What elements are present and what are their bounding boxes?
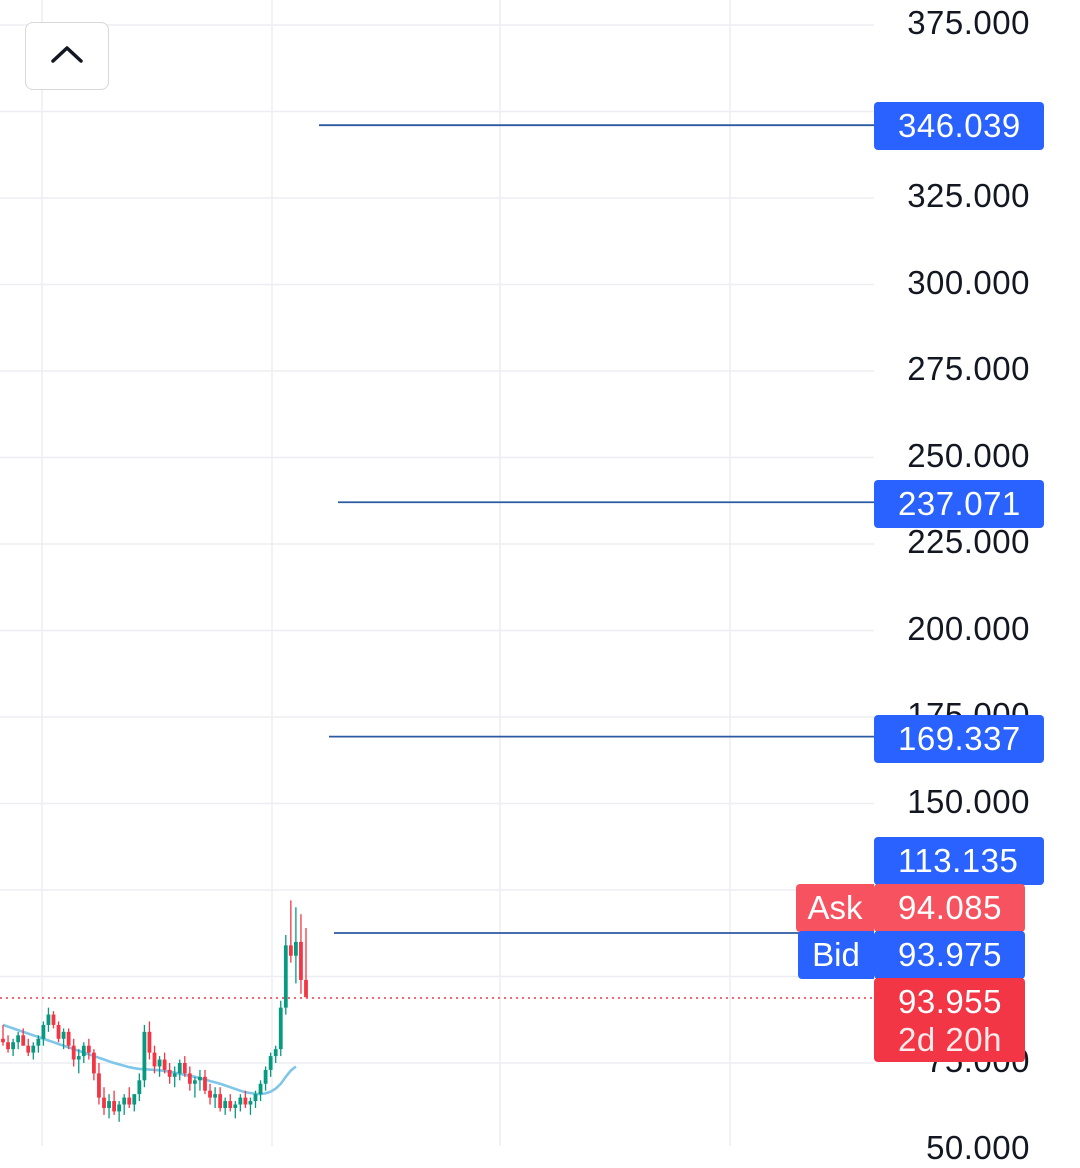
candle-body: [193, 1080, 197, 1084]
candle-body: [117, 1104, 122, 1112]
candle-body: [31, 1045, 36, 1053]
candle-body: [147, 1031, 152, 1053]
collapse-button[interactable]: [25, 22, 109, 90]
candle-body: [268, 1056, 273, 1070]
price-axis-tick: 375.000: [907, 4, 1030, 41]
chart-grid: [0, 0, 874, 1146]
candle-body: [243, 1097, 248, 1105]
bar-countdown: 2d 20h: [898, 1021, 1002, 1058]
candle-body: [51, 1014, 56, 1025]
candle-body: [61, 1031, 66, 1039]
candle-body: [107, 1101, 111, 1108]
candle-body: [102, 1097, 106, 1108]
candle-body: [283, 945, 288, 1008]
candle-body: [223, 1101, 228, 1108]
candle-body: [288, 945, 293, 956]
candle-body: [122, 1097, 127, 1105]
candle-body: [172, 1073, 177, 1077]
price-axis-tick: 150.000: [907, 782, 1030, 820]
moving-average-line: [2, 1023, 297, 1096]
candle-body: [11, 1042, 15, 1050]
price-line-tag: 113.135: [874, 837, 1044, 885]
candle-body: [157, 1059, 162, 1067]
candle-body: [213, 1094, 217, 1098]
candle-body: [26, 1045, 31, 1053]
candle-body: [112, 1101, 116, 1112]
candle-body: [253, 1094, 258, 1102]
candle-body: [233, 1104, 238, 1108]
candle-body: [142, 1031, 147, 1081]
candle-body: [238, 1097, 243, 1105]
candle-body: [6, 1042, 10, 1050]
price-axis-tick: 325.000: [907, 177, 1030, 214]
price-axis-tick: 225.000: [907, 523, 1030, 560]
price-line-tag: 169.337: [874, 715, 1044, 763]
candle-body: [66, 1031, 71, 1046]
price-line-tag: 237.071: [874, 480, 1044, 528]
bid-label: Bid: [798, 931, 874, 979]
candles-layer: [1, 900, 308, 1122]
candle-body: [81, 1045, 86, 1057]
price-axis-tick: 50.000: [926, 1128, 1030, 1166]
candle-body: [132, 1094, 137, 1105]
chevron-up-icon: [49, 43, 85, 70]
moving-average-layer: [2, 1023, 297, 1096]
candle-body: [92, 1052, 96, 1074]
ask-price-tag: 94.085: [874, 884, 1025, 932]
price-axis-tick: 300.000: [907, 263, 1030, 301]
candle-body: [97, 1073, 101, 1098]
candle-body: [304, 979, 308, 998]
candle-body: [177, 1063, 182, 1074]
price-axis-tick: 275.000: [907, 350, 1030, 387]
candle-body: [167, 1069, 172, 1077]
candle-body: [1, 1038, 5, 1043]
price-axis-tick: 250.000: [907, 436, 1030, 474]
candle-body: [198, 1076, 202, 1081]
candle-body: [41, 1024, 46, 1039]
price-line-tag: 346.039: [874, 102, 1044, 150]
last-price-tag: 93.955 2d 20h: [874, 978, 1025, 1062]
candle-body: [76, 1056, 81, 1060]
last-price-value: 93.955: [898, 983, 1002, 1020]
candle-body: [263, 1069, 268, 1084]
candle-body: [16, 1035, 21, 1043]
bid-price-tag: 93.975: [874, 931, 1025, 979]
candle-body: [152, 1052, 157, 1067]
candle-body: [294, 941, 298, 956]
candle-body: [56, 1024, 61, 1039]
candle-body: [218, 1094, 223, 1108]
candle-body: [21, 1035, 26, 1046]
candle-body: [36, 1038, 41, 1046]
candle-body: [273, 1049, 278, 1057]
candle-body: [127, 1097, 132, 1105]
candle-body: [162, 1059, 167, 1070]
candle-body: [248, 1101, 253, 1105]
candle-body: [208, 1090, 212, 1098]
candle-body: [299, 941, 303, 980]
candle-body: [46, 1014, 51, 1025]
candle-body: [137, 1080, 142, 1095]
ask-label: Ask: [796, 884, 874, 932]
price-axis-tick: 200.000: [907, 609, 1030, 647]
candle-body: [71, 1045, 76, 1060]
candle-body: [182, 1063, 187, 1074]
candle-body: [86, 1045, 91, 1053]
horizontal-lines-layer: [0, 124, 874, 999]
candle-body: [187, 1073, 192, 1084]
candle-body: [258, 1083, 263, 1095]
candle-body: [203, 1076, 207, 1091]
candle-body: [228, 1101, 233, 1108]
candle-body: [278, 1007, 283, 1050]
